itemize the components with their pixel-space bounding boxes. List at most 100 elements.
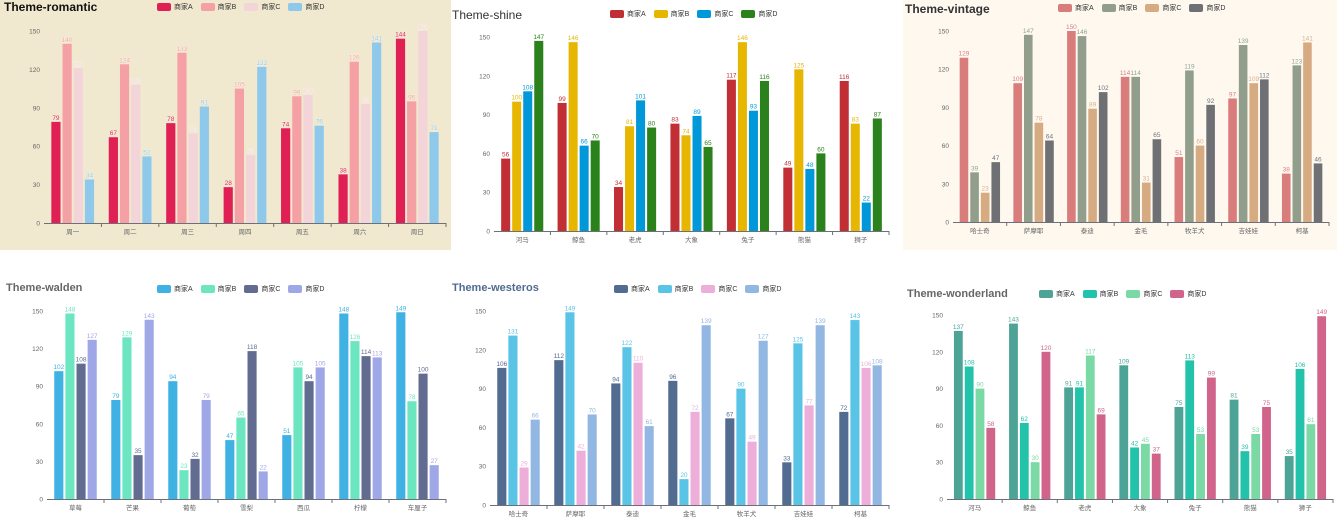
legend[interactable]: 商家A 商家B 商家C 商家D (1039, 289, 1206, 299)
data-label: 66 (532, 413, 540, 420)
x-tick-label: 周六 (353, 227, 367, 236)
bar (975, 388, 985, 499)
x-tick-label: 狮子 (854, 236, 868, 244)
data-label: 106 (861, 361, 872, 368)
x-tick-label: 周一 (66, 228, 80, 236)
y-tick-label: 60 (942, 143, 950, 150)
legend-item[interactable]: 商家D (288, 284, 324, 294)
data-label: 114 (1131, 70, 1142, 77)
legend-item[interactable]: 商家A (1058, 3, 1094, 13)
data-label: 120 (1041, 345, 1052, 352)
legend-item[interactable]: 商家C (697, 9, 733, 19)
bar (805, 168, 815, 231)
data-label: 35 (134, 448, 142, 455)
data-label: 74 (282, 121, 290, 128)
bar (793, 343, 803, 505)
x-tick-label: 雪梨 (240, 503, 254, 512)
bar (51, 121, 61, 223)
legend[interactable]: 商家A 商家B 商家C 商家D (610, 9, 777, 19)
x-tick-label: 牧羊犬 (1185, 226, 1205, 235)
legend-item[interactable]: 商家B (657, 284, 693, 294)
bar (144, 319, 154, 499)
data-label: 105 (234, 82, 245, 89)
bar (1260, 79, 1269, 223)
legend[interactable]: 商家A 商家B 商家C 商家D (1058, 3, 1225, 13)
y-tick-label: 30 (936, 460, 944, 467)
bar (133, 455, 143, 499)
legend-item[interactable]: 商家C (1145, 3, 1181, 13)
x-tick-label: 兔子 (741, 235, 755, 244)
bar (647, 127, 657, 231)
data-label: 80 (648, 121, 656, 128)
legend-item[interactable]: 商家C (244, 284, 280, 294)
bar (701, 325, 711, 505)
legend-item[interactable]: 商家A (1039, 289, 1075, 299)
data-label: 114 (361, 349, 372, 356)
bar (1174, 157, 1184, 222)
y-tick-label: 120 (932, 349, 943, 356)
bar (62, 43, 72, 223)
legend-item[interactable]: 商家C (701, 284, 737, 294)
y-tick-label: 120 (29, 67, 40, 74)
bar (1303, 42, 1312, 223)
chart-panel-romantic: Theme-romantic 商家A 商家B 商家C 商家D 0 30 60 90 120 15… (0, 0, 451, 250)
data-label: 22 (863, 196, 871, 203)
data-label: 116 (759, 74, 770, 81)
y-tick-label: 60 (36, 421, 44, 428)
bar (759, 80, 769, 232)
legend[interactable]: 商家A 商家B 商家C 商家D (157, 284, 324, 294)
data-label: 112 (554, 353, 565, 360)
legend-item[interactable]: 商家D (1170, 289, 1206, 299)
legend-item[interactable]: 商家B (1101, 3, 1137, 13)
legend-item[interactable]: 商家A (157, 284, 193, 294)
bar (519, 467, 529, 505)
bar (959, 57, 969, 222)
legend-item[interactable]: 商家D (745, 284, 781, 294)
y-tick-label: 150 (32, 309, 43, 316)
bar (1306, 424, 1316, 499)
legend-item[interactable]: 商家D (1189, 3, 1225, 13)
legend[interactable]: 商家A 商家B 商家C 商家D (157, 2, 324, 12)
legend-item[interactable]: 商家A (157, 2, 193, 12)
data-label: 129 (959, 51, 970, 58)
bar (429, 465, 439, 499)
bar (636, 100, 646, 231)
legend-item[interactable]: 商家B (653, 9, 689, 19)
data-label: 129 (122, 330, 133, 337)
legend-swatch (200, 285, 215, 293)
data-label: 90 (737, 382, 745, 389)
data-label: 29 (520, 460, 528, 467)
legend-item[interactable]: 商家B (200, 2, 236, 12)
legend-item[interactable]: 商家C (244, 2, 280, 12)
legend-label: 商家A (1056, 291, 1075, 298)
data-label: 70 (592, 133, 600, 140)
bar (201, 399, 211, 499)
legend-item[interactable]: 商家D (741, 9, 777, 19)
data-label: 32 (191, 452, 199, 459)
legend-item[interactable]: 商家C (1126, 289, 1162, 299)
legend-item[interactable]: 商家D (288, 2, 324, 12)
bar (1281, 173, 1291, 222)
y-tick-label: 0 (486, 229, 490, 236)
bar (166, 123, 176, 223)
x-tick-label: 金毛 (1135, 226, 1149, 235)
legend-item[interactable]: 商家B (1082, 289, 1118, 299)
data-label: 125 (793, 336, 804, 343)
data-label: 81 (626, 119, 634, 126)
bar (1174, 407, 1184, 499)
bar (1120, 76, 1130, 222)
x-tick-label: 大象 (685, 235, 699, 244)
data-label: 75 (1175, 400, 1183, 407)
y-tick-label: 60 (479, 425, 487, 432)
legend[interactable]: 商家A 商家B 商家C 商家D (614, 284, 781, 294)
chart-panel-shine: Theme-shine 商家A 商家B 商家C 商家D 0 30 60 90 120 150 河马… (452, 0, 897, 250)
legend-item[interactable]: 商家A (614, 284, 650, 294)
y-tick-label: 90 (483, 112, 491, 119)
x-tick-label: 萨摩耶 (566, 509, 586, 518)
data-label: 77 (805, 398, 813, 405)
legend-item[interactable]: 商家B (200, 284, 236, 294)
bar (314, 125, 324, 223)
y-tick-label: 60 (936, 423, 944, 430)
legend-item[interactable]: 商家A (610, 9, 646, 19)
y-tick-label: 0 (39, 497, 43, 504)
